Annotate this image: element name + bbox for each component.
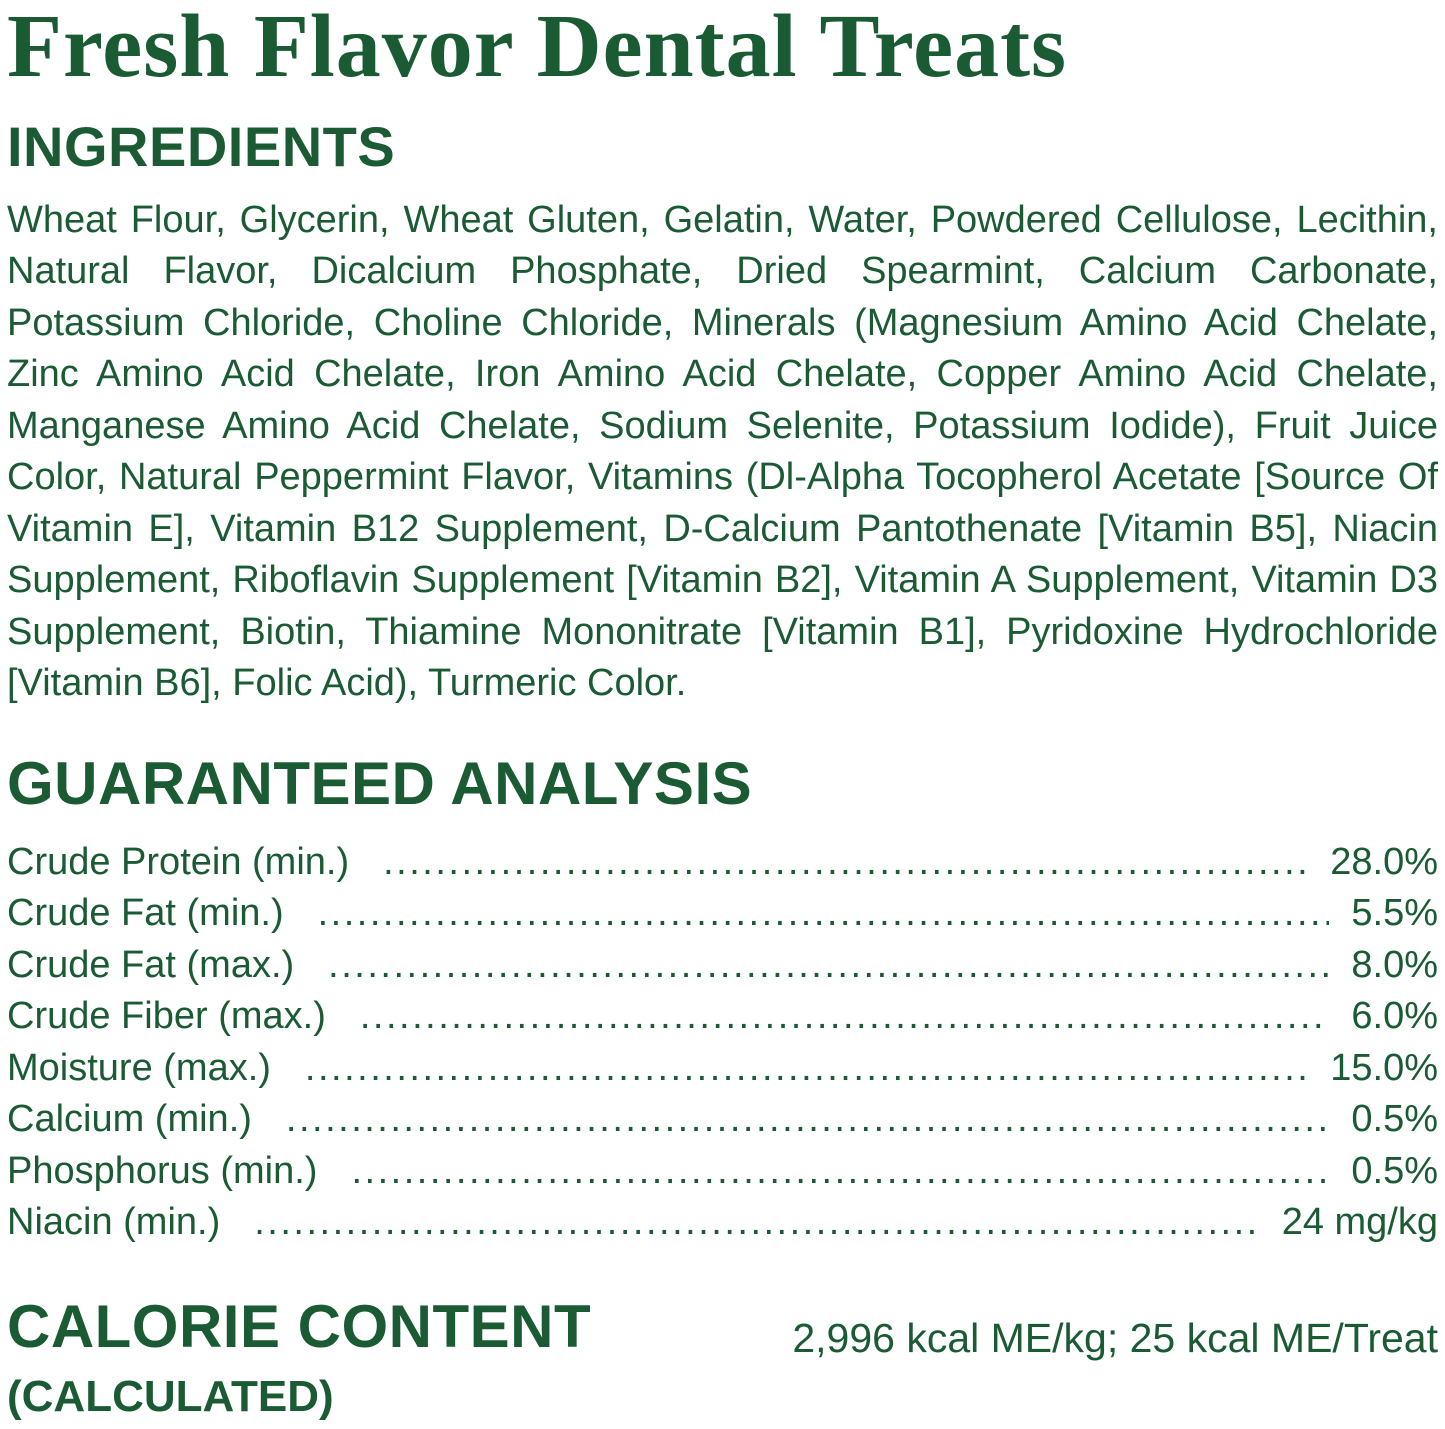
dot-leader (318, 892, 1330, 935)
row-value: 6.0% (1351, 995, 1438, 1038)
analysis-row: Calcium (min.) 0.5% (7, 1098, 1438, 1150)
dot-leader (360, 995, 1330, 1038)
guaranteed-analysis-table: Crude Protein (min.) 28.0% Crude Fat (mi… (7, 841, 1438, 1253)
row-label: Moisture (max.) (7, 1046, 271, 1089)
row-label: Niacin (min.) (7, 1201, 221, 1244)
analysis-row: Moisture (max.) 15.0% (7, 1047, 1438, 1099)
ingredients-text: Wheat Flour, Glycerin, Wheat Gluten, Gel… (7, 198, 1438, 705)
row-value: 8.0% (1351, 943, 1438, 986)
dot-leader (383, 841, 1308, 884)
row-value: 5.5% (1351, 892, 1438, 935)
dot-leader (351, 1150, 1329, 1193)
row-label: Crude Protein (min.) (7, 840, 350, 883)
dot-leader (328, 944, 1329, 987)
row-label: Calcium (min.) (7, 1098, 252, 1141)
calorie-content-subheading: (CALCULATED) (7, 1371, 334, 1421)
analysis-row: Crude Fiber (max.) 6.0% (7, 995, 1438, 1047)
analysis-row: Crude Protein (min.) 28.0% (7, 841, 1438, 893)
row-value: 28.0% (1330, 840, 1438, 883)
ingredients-heading: INGREDIENTS (7, 115, 396, 178)
analysis-row: Niacin (min.) 24 mg/kg (7, 1201, 1438, 1253)
row-value: 0.5% (1351, 1149, 1438, 1192)
row-label: Phosphorus (min.) (7, 1149, 318, 1192)
row-label: Crude Fat (max.) (7, 943, 295, 986)
row-label: Crude Fiber (max.) (7, 995, 326, 1038)
dot-leader (286, 1098, 1329, 1141)
row-label: Crude Fat (min.) (7, 892, 284, 935)
analysis-row: Crude Fat (max.) 8.0% (7, 944, 1438, 996)
calorie-headings: CALORIE CONTENT (CALCULATED) (7, 1295, 591, 1422)
dot-leader (305, 1047, 1308, 1090)
row-value: 24 mg/kg (1281, 1201, 1438, 1244)
row-value: 15.0% (1330, 1046, 1438, 1089)
analysis-row: Phosphorus (min.) 0.5% (7, 1150, 1438, 1202)
page-title: Fresh Flavor Dental Treats (7, 0, 1068, 96)
calorie-content-section: CALORIE CONTENT (CALCULATED) 2,996 kcal … (7, 1295, 1438, 1422)
analysis-row: Crude Fat (min.) 5.5% (7, 892, 1438, 944)
dot-leader (254, 1201, 1259, 1244)
calorie-content-heading: CALORIE CONTENT (7, 1292, 592, 1360)
calorie-content-value: 2,996 kcal ME/kg; 25 kcal ME/Treat (792, 1314, 1438, 1361)
row-value: 0.5% (1351, 1098, 1438, 1141)
guaranteed-analysis-heading: GUARANTEED ANALYSIS (7, 749, 753, 817)
